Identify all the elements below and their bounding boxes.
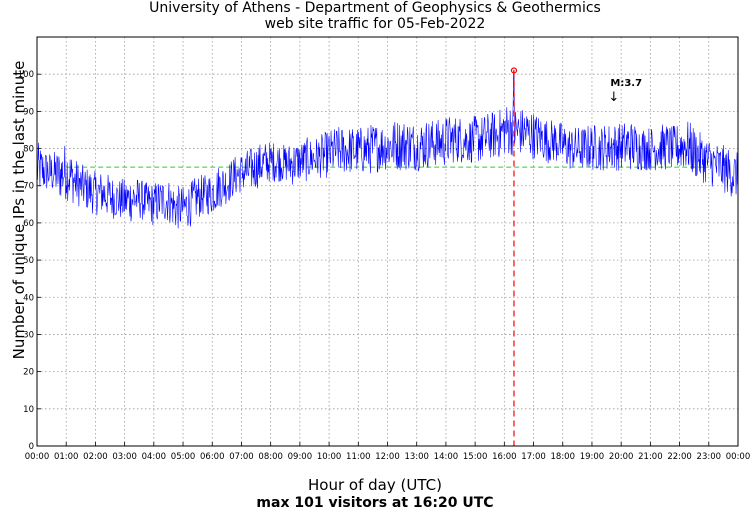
y-tick-label: 20 xyxy=(23,368,34,378)
y-tick-label: 50 xyxy=(23,256,34,266)
y-tick-label: 10 xyxy=(23,405,34,415)
x-tick-label: 04:00 xyxy=(142,452,167,462)
x-axis-label: Hour of day (UTC) xyxy=(308,476,442,494)
x-tick-label: 16:00 xyxy=(492,452,517,462)
x-tick-label: 07:00 xyxy=(229,452,254,462)
x-tick-label: 02:00 xyxy=(83,452,108,462)
traffic-series-line xyxy=(36,70,739,229)
x-tick-label: 08:00 xyxy=(258,452,283,462)
y-tick-label: 40 xyxy=(23,293,34,303)
y-tick-label: 0 xyxy=(29,442,34,452)
y-tick-label: 70 xyxy=(23,182,34,192)
x-tick-label: 03:00 xyxy=(112,452,137,462)
x-tick-label: 01:00 xyxy=(54,452,79,462)
max-marker-layer xyxy=(510,67,518,446)
grid xyxy=(37,37,738,446)
x-tick-label: 21:00 xyxy=(638,452,663,462)
y-tick-label: 80 xyxy=(23,145,34,155)
y-tick-label: 60 xyxy=(23,219,34,229)
chart-subtitle: web site traffic for 05-Feb-2022 xyxy=(264,16,486,32)
axes: 00:00 01:00 02:00 03:00 04:00 05:00 06:00 07:00… xyxy=(18,36,750,462)
x-tick-label: 10:00 xyxy=(317,452,342,462)
series-layer xyxy=(36,70,739,229)
x-tick-label: 19:00 xyxy=(580,452,605,462)
plot-frame xyxy=(36,36,739,447)
max-visitors-summary: max 101 visitors at 16:20 UTC xyxy=(256,495,494,511)
chart-title: University of Athens - Department of Geo… xyxy=(149,0,601,16)
x-tick-label: 11:00 xyxy=(346,452,371,462)
y-axis-label: Number of unique IPs in the last minute xyxy=(10,60,28,360)
x-tick-label: 15:00 xyxy=(463,452,488,462)
x-tick-label: 17:00 xyxy=(521,452,546,462)
x-tick-label: 00:00 xyxy=(726,452,750,462)
earthquake-annotation-label: M:3.7 xyxy=(610,78,642,89)
x-tick-label: 23:00 xyxy=(697,452,722,462)
y-tick-label: 100 xyxy=(18,70,34,80)
x-tick-label: 13:00 xyxy=(404,452,429,462)
x-tick-label: 20:00 xyxy=(609,452,634,462)
y-tick-label: 30 xyxy=(23,330,34,340)
annotation-layer: M:3.7↓ xyxy=(608,78,642,105)
x-tick-label: 14:00 xyxy=(434,452,459,462)
x-tick-label: 12:00 xyxy=(375,452,400,462)
x-tick-label: 09:00 xyxy=(288,452,313,462)
max-point xyxy=(510,67,518,74)
earthquake-arrow-icon: ↓ xyxy=(608,90,619,105)
x-tick-label: 18:00 xyxy=(551,452,576,462)
y-tick-label: 90 xyxy=(23,107,34,117)
x-tick-label: 06:00 xyxy=(200,452,225,462)
x-tick-label: 22:00 xyxy=(667,452,692,462)
x-tick-label: 05:00 xyxy=(171,452,196,462)
x-tick-label: 00:00 xyxy=(25,452,50,462)
